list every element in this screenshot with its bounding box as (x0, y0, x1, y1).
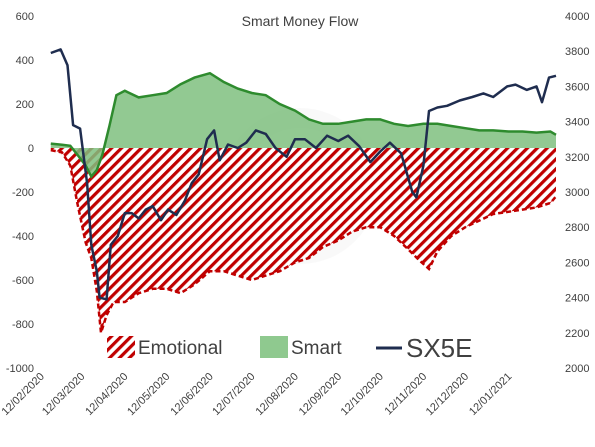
legend-swatch-emotional (107, 336, 135, 358)
sx5e-line-path (50, 48, 557, 301)
x-tick-label: 12/03/2020 (40, 371, 87, 418)
y2-tick-label: 2000 (565, 363, 589, 375)
y2-tick-label: 2600 (565, 257, 589, 269)
y-tick-label: -600 (12, 275, 34, 287)
smart-series-area (50, 71, 557, 179)
y2-tick-label: 3200 (565, 152, 589, 164)
left-axis-ticks: 600 400 200 0 -200 -400 -600 -800 -1000 (6, 11, 34, 375)
x-tick-label: 12/02/2020 (0, 371, 47, 418)
legend-label-sx5e: SX5E (406, 333, 473, 363)
legend-swatch-smart (260, 336, 288, 358)
y2-tick-label: 3800 (565, 46, 589, 58)
x-tick-label: 12/08/2020 (254, 371, 301, 418)
emotional-series-area (50, 148, 557, 334)
y2-tick-label: 3400 (565, 117, 589, 129)
y-tick-label: -400 (12, 231, 34, 243)
y2-tick-label: 2800 (565, 222, 589, 234)
y2-tick-label: 3000 (565, 187, 589, 199)
x-tick-label: 12/12/2020 (424, 371, 471, 418)
legend-label-smart: Smart (291, 338, 342, 359)
y-tick-label: -200 (12, 187, 34, 199)
y-tick-label: -1000 (6, 363, 34, 375)
emotional-area-edge (50, 148, 557, 334)
x-tick-label: 12/09/2020 (297, 371, 344, 418)
y-tick-label: -800 (12, 319, 34, 331)
smart-area-edge (50, 71, 557, 179)
legend-label-emotional: Emotional (138, 338, 223, 359)
x-tick-label: 12/01/2021 (467, 371, 514, 418)
y2-tick-label: 4000 (565, 11, 589, 23)
right-axis-ticks: 4000 3800 3600 3400 3200 3000 2800 2600 2400 2200… (565, 11, 589, 375)
y-tick-label: 200 (16, 99, 34, 111)
chart-legend: Emotional Smart SX5E (107, 333, 473, 363)
y2-tick-label: 2200 (565, 328, 589, 340)
x-axis-ticks: 12/02/202012/03/202012/04/202012/05/2020… (0, 371, 514, 418)
y2-tick-label: 3600 (565, 81, 589, 93)
y-tick-label: 400 (16, 55, 34, 67)
x-tick-label: 12/05/2020 (125, 371, 172, 418)
emotional-area-fill (50, 148, 557, 333)
y-tick-label: 600 (16, 11, 34, 23)
chart-title: Smart Money Flow (242, 13, 360, 29)
x-tick-label: 12/10/2020 (339, 371, 386, 418)
y-tick-label: 0 (28, 143, 34, 155)
x-tick-label: 12/07/2020 (210, 371, 257, 418)
y2-tick-label: 2400 (565, 293, 589, 305)
smart-area-fill (50, 73, 557, 177)
sx5e-series-line (50, 48, 557, 301)
x-tick-label: 12/04/2020 (83, 371, 130, 418)
x-tick-label: 12/06/2020 (168, 371, 215, 418)
x-tick-label: 12/11/2020 (382, 371, 429, 418)
